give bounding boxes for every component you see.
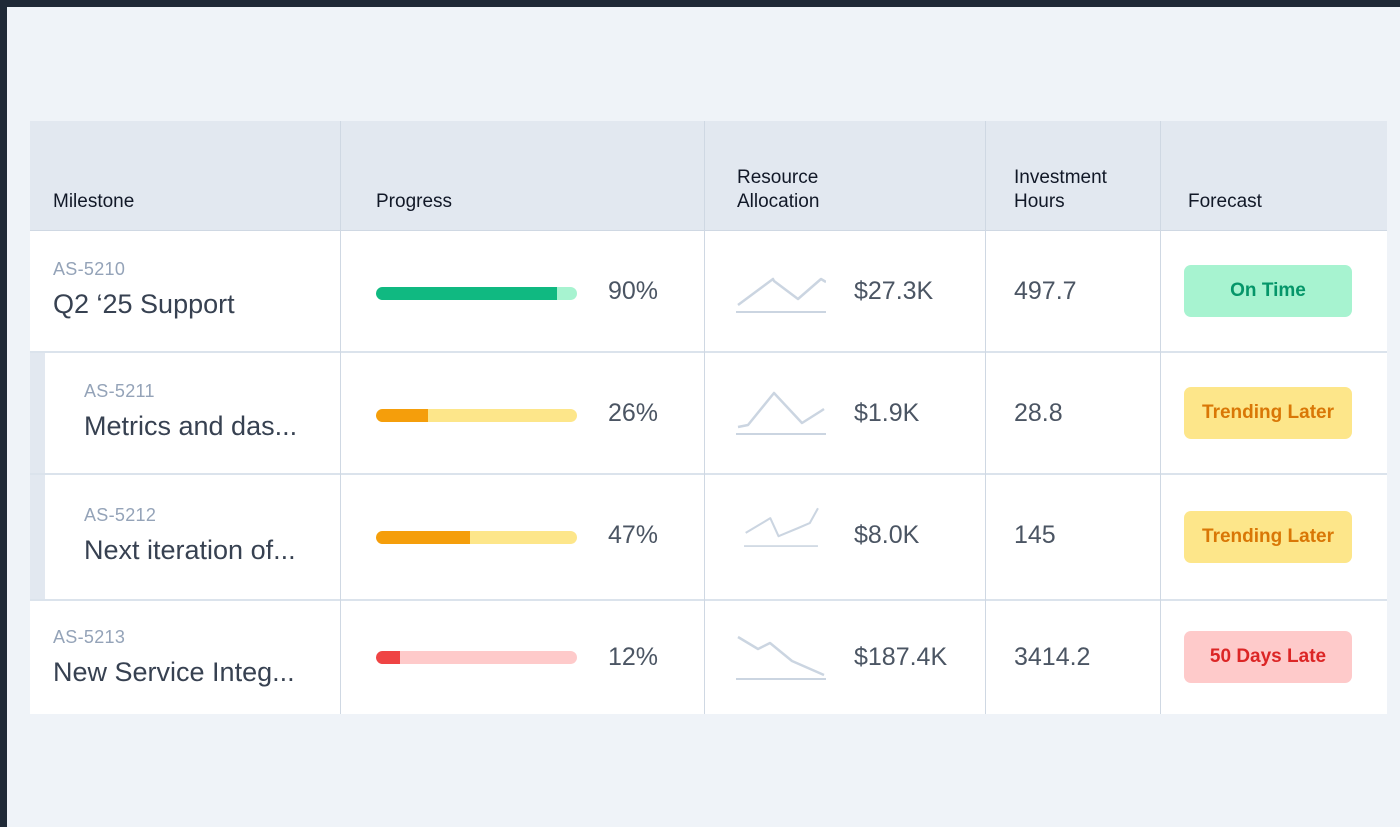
progress-percent: 12% xyxy=(608,643,659,671)
forecast-badge: 50 Days Late xyxy=(1184,631,1352,683)
row-divider xyxy=(30,351,1387,353)
column-header-resource-allocation[interactable]: Resource Allocation xyxy=(737,121,977,231)
investment-hours-value: 145 xyxy=(1014,521,1056,549)
column-header-label-line: Hours xyxy=(1014,191,1065,212)
milestone-name[interactable]: Q2 ‘25 Support xyxy=(53,289,235,319)
milestone-id: AS-5210 xyxy=(53,259,126,279)
page-background: Milestone Progress Resource Allocation I… xyxy=(7,7,1400,827)
hierarchy-indent-bar xyxy=(30,351,45,599)
resource-sparkline xyxy=(744,507,819,547)
milestone-id: AS-5211 xyxy=(84,381,155,401)
progress-bar-fill xyxy=(376,651,401,664)
milestone-id: AS-5212 xyxy=(84,505,157,525)
table-row[interactable]: AS-5213 New Service Integ... 12% $187.4K… xyxy=(30,601,1387,714)
resource-sparkline xyxy=(736,391,826,435)
row-divider xyxy=(30,599,1387,601)
milestone-name[interactable]: Metrics and das... xyxy=(84,411,298,441)
milestone-id: AS-5213 xyxy=(53,627,126,647)
column-divider xyxy=(340,121,341,714)
investment-hours-value: 3414.2 xyxy=(1014,643,1091,671)
milestone-name[interactable]: Next iteration of... xyxy=(84,535,296,565)
resource-allocation-value: $27.3K xyxy=(854,277,934,305)
resource-allocation-value: $187.4K xyxy=(854,643,948,671)
forecast-badge: Trending Later xyxy=(1184,511,1352,563)
row-divider xyxy=(30,473,1387,475)
column-header-label: Investment Hours xyxy=(1014,166,1107,214)
progress-bar xyxy=(376,531,577,544)
table-header: Milestone Progress Resource Allocation I… xyxy=(30,121,1387,231)
column-header-label-line: Investment xyxy=(1014,167,1107,188)
column-header-progress[interactable]: Progress xyxy=(376,121,676,231)
column-header-investment-hours[interactable]: Investment Hours xyxy=(1014,121,1164,231)
progress-bar-fill xyxy=(376,531,471,544)
column-header-label-line: Resource xyxy=(737,167,819,188)
column-divider xyxy=(985,121,986,714)
column-header-label-line: Allocation xyxy=(737,191,820,212)
table-row[interactable]: AS-5210 Q2 ‘25 Support 90% $27.3K 497.7 … xyxy=(30,231,1387,351)
investment-hours-value: 28.8 xyxy=(1014,399,1063,427)
milestone-name[interactable]: New Service Integ... xyxy=(53,657,295,687)
resource-sparkline xyxy=(736,277,826,313)
table-row[interactable]: AS-5212 Next iteration of... 47% $8.0K 1… xyxy=(30,475,1387,599)
progress-percent: 90% xyxy=(608,277,659,305)
column-divider xyxy=(1160,121,1161,714)
table-row[interactable]: AS-5211 Metrics and das... 26% $1.9K 28.… xyxy=(30,353,1387,473)
column-header-milestone[interactable]: Milestone xyxy=(53,121,333,231)
progress-bar-fill xyxy=(376,287,557,300)
milestone-table: Milestone Progress Resource Allocation I… xyxy=(30,121,1387,714)
progress-bar xyxy=(376,409,577,422)
forecast-badge: On Time xyxy=(1184,265,1352,317)
column-divider xyxy=(704,121,705,714)
resource-sparkline xyxy=(736,635,826,680)
column-header-forecast[interactable]: Forecast xyxy=(1188,121,1368,231)
column-header-label: Resource Allocation xyxy=(737,166,819,214)
resource-allocation-value: $8.0K xyxy=(854,521,920,549)
column-header-label: Forecast xyxy=(1188,191,1262,212)
progress-percent: 47% xyxy=(608,521,659,549)
progress-bar xyxy=(376,651,577,664)
progress-percent: 26% xyxy=(608,399,659,427)
progress-bar xyxy=(376,287,577,300)
forecast-badge: Trending Later xyxy=(1184,387,1352,439)
progress-bar-fill xyxy=(376,409,429,422)
investment-hours-value: 497.7 xyxy=(1014,277,1077,305)
column-header-label: Milestone xyxy=(53,191,135,212)
resource-allocation-value: $1.9K xyxy=(854,399,920,427)
column-header-label: Progress xyxy=(376,191,453,212)
